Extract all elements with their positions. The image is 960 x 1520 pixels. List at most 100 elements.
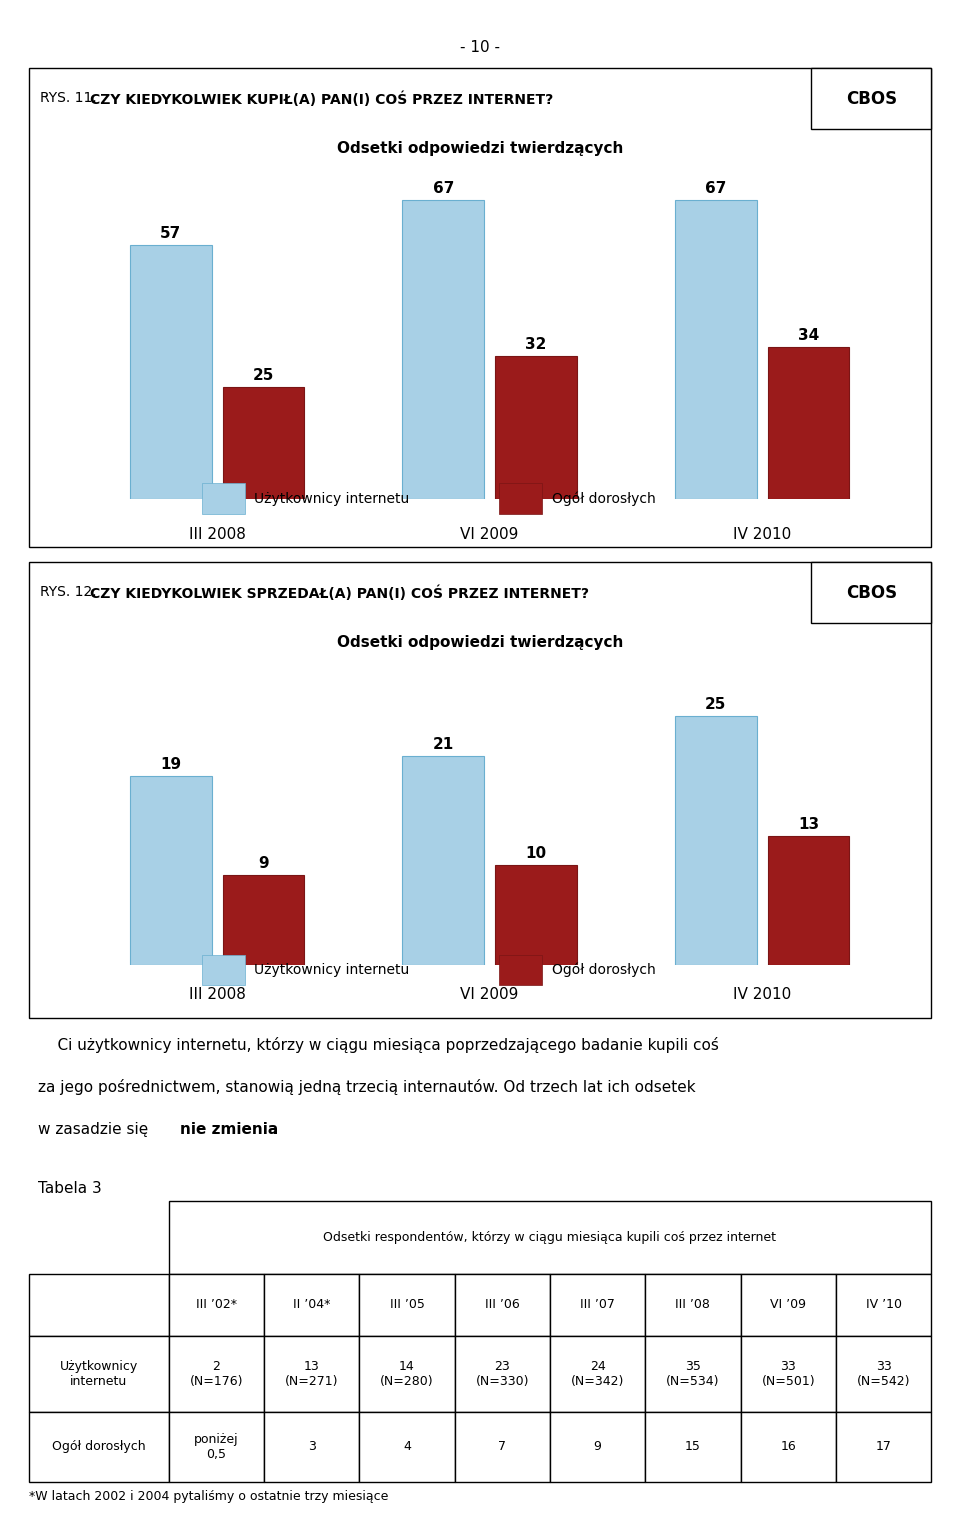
Text: CBOS: CBOS [846, 90, 897, 108]
Bar [645, 1274, 740, 1336]
Bar [264, 1336, 359, 1412]
Bar [402, 755, 484, 965]
Text: poniżej
0,5: poniżej 0,5 [194, 1433, 239, 1461]
Bar [675, 716, 756, 965]
Text: IV 2010: IV 2010 [733, 986, 791, 1002]
Text: 25: 25 [252, 368, 275, 383]
Text: Odsetki respondentów, którzy w ciągu miesiąca kupili coś przez internet: Odsetki respondentów, którzy w ciągu mie… [324, 1231, 777, 1243]
Text: III ’05: III ’05 [390, 1298, 424, 1312]
Bar [768, 836, 850, 965]
Text: 9: 9 [258, 856, 269, 871]
Bar [130, 245, 211, 499]
Bar [675, 201, 756, 499]
Text: Tabela 3: Tabela 3 [38, 1181, 102, 1196]
Bar [169, 1201, 931, 1274]
Text: 10: 10 [525, 847, 546, 862]
Text: za jego pośrednictwem, stanowią jedną trzecią internautów. Od trzech lat ich ods: za jego pośrednictwem, stanowią jedną tr… [38, 1079, 696, 1096]
Bar [455, 1412, 550, 1482]
Bar [836, 1274, 931, 1336]
Text: nie zmienia: nie zmienia [180, 1122, 278, 1137]
Text: 33
(N=542): 33 (N=542) [856, 1360, 910, 1388]
Text: Użytkownicy
internetu: Użytkownicy internetu [60, 1360, 138, 1388]
Bar [223, 876, 304, 965]
Text: 7: 7 [498, 1441, 506, 1453]
Text: 13
(N=271): 13 (N=271) [285, 1360, 338, 1388]
Text: 4: 4 [403, 1441, 411, 1453]
Bar [550, 1336, 645, 1412]
Text: w zasadzie się: w zasadzie się [38, 1122, 154, 1137]
Text: 13: 13 [798, 816, 819, 831]
Bar [29, 1274, 169, 1336]
Text: 67: 67 [433, 181, 454, 196]
Text: RYS. 12.: RYS. 12. [40, 585, 102, 599]
Bar [740, 1336, 836, 1412]
Text: 16: 16 [780, 1441, 796, 1453]
Bar [264, 1274, 359, 1336]
Bar [169, 1274, 264, 1336]
Text: CZY KIEDYKOLWIEK SPRZEDAŁ(A) PAN(I) COŚ PRZEZ INTERNET?: CZY KIEDYKOLWIEK SPRZEDAŁ(A) PAN(I) COŚ … [90, 585, 589, 600]
Bar [768, 347, 850, 499]
Text: Odsetki odpowiedzi twierdzących: Odsetki odpowiedzi twierdzących [337, 141, 623, 157]
Bar [740, 1412, 836, 1482]
Text: II ’04*: II ’04* [293, 1298, 330, 1312]
Bar [169, 1336, 264, 1412]
Text: Ogół dorosłych: Ogół dorosłych [552, 962, 656, 977]
Bar [264, 1412, 359, 1482]
Text: Użytkownicy internetu: Użytkownicy internetu [254, 491, 410, 506]
Bar [495, 356, 577, 499]
Bar [550, 1412, 645, 1482]
Bar [130, 775, 211, 965]
Text: Ogół dorosłych: Ogół dorosłych [52, 1441, 146, 1453]
Text: III ’07: III ’07 [580, 1298, 615, 1312]
Text: 19: 19 [160, 757, 181, 772]
Text: 21: 21 [433, 737, 454, 752]
Bar [740, 1274, 836, 1336]
Text: .: . [272, 1122, 276, 1137]
Text: Użytkownicy internetu: Użytkownicy internetu [254, 962, 410, 977]
Text: 25: 25 [705, 696, 727, 711]
Bar [550, 1274, 645, 1336]
Text: 14
(N=280): 14 (N=280) [380, 1360, 434, 1388]
Text: Ogół dorosłych: Ogół dorosłych [552, 491, 656, 506]
Bar [359, 1336, 455, 1412]
Bar [359, 1274, 455, 1336]
Text: 35
(N=534): 35 (N=534) [666, 1360, 720, 1388]
Text: III 2008: III 2008 [189, 986, 246, 1002]
Bar [836, 1336, 931, 1412]
Text: III ’06: III ’06 [485, 1298, 519, 1312]
Text: 57: 57 [160, 225, 181, 240]
Text: 2
(N=176): 2 (N=176) [189, 1360, 243, 1388]
Text: VI 2009: VI 2009 [461, 986, 518, 1002]
Text: 3: 3 [308, 1441, 316, 1453]
Text: III 2008: III 2008 [189, 527, 246, 543]
Text: 17: 17 [876, 1441, 892, 1453]
Text: III ’08: III ’08 [676, 1298, 710, 1312]
Text: 34: 34 [798, 328, 819, 344]
Bar [29, 1336, 169, 1412]
Bar [495, 865, 577, 965]
Bar [645, 1412, 740, 1482]
Bar [402, 201, 484, 499]
Bar [455, 1274, 550, 1336]
Bar [359, 1412, 455, 1482]
Text: *W latach 2002 i 2004 pytaliśmy o ostatnie trzy miesiące: *W latach 2002 i 2004 pytaliśmy o ostatn… [29, 1490, 388, 1503]
Text: III ’02*: III ’02* [196, 1298, 237, 1312]
Text: CBOS: CBOS [846, 584, 897, 602]
Text: 23
(N=330): 23 (N=330) [475, 1360, 529, 1388]
Text: - 10 -: - 10 - [460, 40, 500, 55]
Bar [645, 1336, 740, 1412]
Text: RYS. 11.: RYS. 11. [40, 91, 102, 105]
Text: Ci użytkownicy internetu, którzy w ciągu miesiąca poprzedzającego badanie kupili: Ci użytkownicy internetu, którzy w ciągu… [38, 1037, 719, 1053]
Text: 32: 32 [525, 337, 546, 351]
Text: IV ’10: IV ’10 [866, 1298, 901, 1312]
Bar [169, 1412, 264, 1482]
Text: VI ’09: VI ’09 [770, 1298, 806, 1312]
Bar [455, 1336, 550, 1412]
Text: VI 2009: VI 2009 [461, 527, 518, 543]
Bar [836, 1412, 931, 1482]
Text: Odsetki odpowiedzi twierdzących: Odsetki odpowiedzi twierdzących [337, 635, 623, 651]
Text: 33
(N=501): 33 (N=501) [761, 1360, 815, 1388]
Bar [29, 1412, 169, 1482]
Text: 67: 67 [705, 181, 727, 196]
Text: 24
(N=342): 24 (N=342) [571, 1360, 624, 1388]
